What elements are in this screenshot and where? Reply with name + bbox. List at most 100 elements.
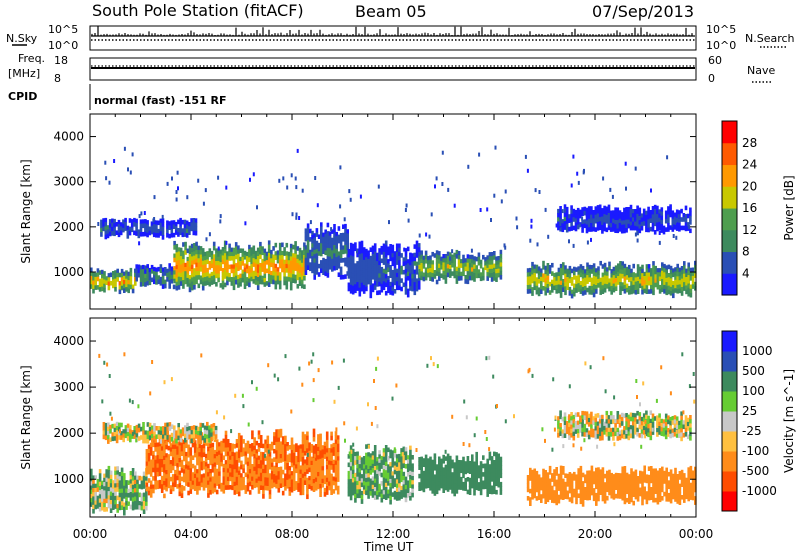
heatmap-cell <box>191 455 195 460</box>
heatmap-cell <box>590 237 592 242</box>
heatmap-cell <box>603 473 607 479</box>
heatmap-cell <box>621 479 624 484</box>
heatmap-cell <box>486 207 489 212</box>
heatmap-cell <box>548 269 552 274</box>
heatmap-cell <box>641 277 644 282</box>
heatmap-cell <box>546 284 550 289</box>
heatmap-cell <box>433 453 437 458</box>
heatmap-cell <box>479 259 483 265</box>
heatmap-cell <box>548 290 552 295</box>
heatmap-cell <box>442 471 445 477</box>
heatmap-cell <box>356 493 359 499</box>
heatmap-cell <box>358 245 362 251</box>
heatmap-cell <box>616 215 620 221</box>
heatmap-cell <box>360 261 364 267</box>
heatmap-cell <box>575 478 578 484</box>
heatmap-cell <box>645 491 649 496</box>
heatmap-cell <box>281 263 284 269</box>
heatmap-cell <box>598 204 602 210</box>
heatmap-cell <box>579 474 583 479</box>
heatmap-cell <box>297 466 300 471</box>
heatmap-cell <box>595 280 598 286</box>
heatmap-cell <box>669 265 673 271</box>
heatmap-cell <box>395 268 399 274</box>
heatmap-cell <box>213 449 217 455</box>
heatmap-cell <box>131 288 135 294</box>
heatmap-cell <box>475 481 478 486</box>
heatmap-cell <box>281 436 285 441</box>
heatmap-cell <box>653 230 657 235</box>
heatmap-cell <box>152 450 155 456</box>
heatmap-cell <box>526 496 530 501</box>
heatmap-cell <box>204 260 207 265</box>
heatmap-cell <box>200 461 204 467</box>
heatmap-cell <box>400 448 403 453</box>
heatmap-cell <box>169 443 173 448</box>
heatmap-cell <box>142 422 145 427</box>
heatmap-cell <box>347 470 351 476</box>
heatmap-cell <box>601 276 605 282</box>
heatmap-cell <box>619 269 622 274</box>
heatmap-cell <box>473 469 476 475</box>
heatmap-cell <box>278 284 282 290</box>
heatmap-cell <box>608 286 611 292</box>
heatmap-cell <box>306 244 310 249</box>
heatmap-cell <box>495 452 498 457</box>
heatmap-cell <box>561 209 564 214</box>
heatmap-cell <box>435 481 439 486</box>
heatmap-cell <box>221 268 225 273</box>
heatmap-cell <box>601 475 605 481</box>
heatmap-cell <box>562 470 565 475</box>
heatmap-cell <box>612 287 616 293</box>
heatmap-cell <box>526 280 530 286</box>
heatmap-cell <box>457 481 461 486</box>
heatmap-cell <box>120 492 124 498</box>
heatmap-cell <box>118 472 122 477</box>
heatmap-cell <box>196 448 199 453</box>
heatmap-cell <box>286 471 289 476</box>
heatmap-cell <box>123 485 126 491</box>
heatmap-cell <box>438 456 441 462</box>
heatmap-cell <box>466 254 470 259</box>
heatmap-cell <box>268 464 272 470</box>
heatmap-cell <box>440 273 443 278</box>
heatmap-cell <box>595 285 598 290</box>
heatmap-cell <box>534 188 537 193</box>
heatmap-cell <box>168 438 172 444</box>
heatmap-cell <box>144 227 147 233</box>
heatmap-cell <box>581 219 584 225</box>
heatmap-cell <box>276 258 280 264</box>
heatmap-cell <box>145 465 149 471</box>
heatmap-cell <box>207 455 210 460</box>
heatmap-cell <box>581 207 584 212</box>
heatmap-cell <box>438 276 441 281</box>
heatmap-cell <box>490 485 494 491</box>
heatmap-cell <box>376 469 379 475</box>
heatmap-cell <box>309 262 312 267</box>
heatmap-cell <box>301 440 305 445</box>
heatmap-cell <box>144 269 147 275</box>
heatmap-cell <box>208 248 212 253</box>
heatmap-cell <box>586 479 589 484</box>
heatmap-cell <box>335 240 338 245</box>
heatmap-cell <box>645 272 649 278</box>
heatmap-cell <box>360 499 364 504</box>
heatmap-cell <box>261 246 264 251</box>
heatmap-cell <box>495 256 498 261</box>
heatmap-cell <box>242 481 245 486</box>
heatmap-cell <box>526 487 530 493</box>
heatmap-cell <box>343 217 346 222</box>
heatmap-cell <box>176 446 179 451</box>
heatmap-cell <box>152 484 155 490</box>
heatmap-cell <box>661 274 664 280</box>
heatmap-cell <box>167 466 171 472</box>
heatmap-cell <box>468 465 472 470</box>
heatmap-cell <box>165 478 168 483</box>
heatmap-cell <box>312 428 316 434</box>
heatmap-cell <box>278 242 282 248</box>
heatmap-cell <box>339 275 343 280</box>
heatmap-cell <box>645 285 649 290</box>
heatmap-cell <box>542 477 545 482</box>
heatmap-cell <box>457 272 461 277</box>
heatmap-cell <box>304 253 308 259</box>
